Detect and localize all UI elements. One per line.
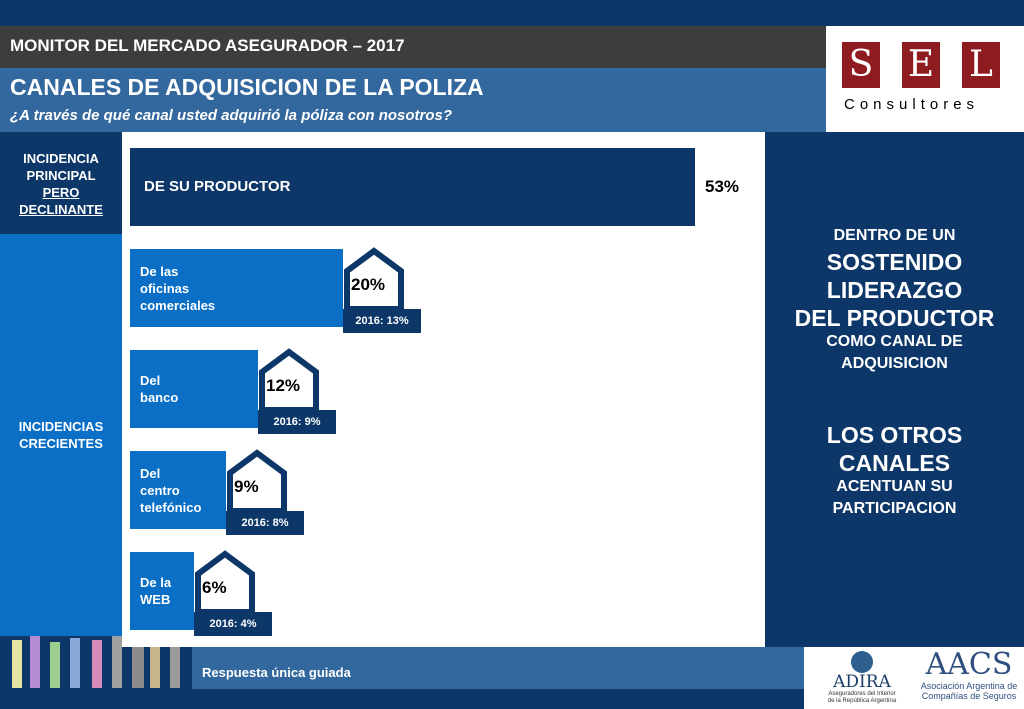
aacs-logo: AACS Asociación Argentina de Compañías d… [916,647,1022,702]
adira-subtitle-1: Aseguradores del Interior [828,691,896,697]
chart-bar [130,552,194,630]
conclusion1-line5: COMO CANAL DE [826,333,963,350]
bar-category-label: De las oficinas comerciales [140,264,216,313]
section-title: CANALES DE ADQUISICION DE LA POLIZA [10,74,484,100]
principal-label-line2: PRINCIPAL [26,168,96,183]
bar-value-label: 9% [234,477,259,496]
adira-logo: ADIRA Aseguradores del Interior de la Re… [818,651,906,705]
section-header: CANALES DE ADQUISICION DE LA POLIZA ¿A t… [0,68,826,132]
previous-year-label: 2016: 13% [343,309,421,333]
figure-decoration [70,638,80,688]
figure-decoration [50,642,60,688]
principal-incidence-panel: INCIDENCIA PRINCIPAL PERO DECLINANTE [0,132,122,234]
figure-decoration [132,640,144,688]
conclusion1-line2: SOSTENIDO [826,249,963,275]
footer-note: Respuesta única guiada [202,665,351,680]
bar-value-label: 12% [266,376,301,395]
growing-incidence-panel: INCIDENCIAS CRECIENTES [0,234,122,636]
bar-value-label: 6% [202,578,227,597]
growing-label-line2: CRECIENTES [19,436,103,451]
adira-name: ADIRA [833,672,891,692]
growing-label-line1: INCIDENCIAS [18,419,104,434]
bar-value-label: 20% [351,275,386,294]
logo-letter-e: E [902,42,940,88]
conclusion2-line1: LOS OTROS [826,422,963,448]
conclusion1-line4: DEL PRODUCTOR [794,305,995,331]
survey-question: ¿A través de qué canal usted adquirió la… [10,107,453,124]
footer-note-bar: Respuesta única guiada [192,647,804,689]
figure-decoration [112,636,122,688]
figure-decoration [150,638,160,688]
monitor-title: MONITOR DEL MERCADO ASEGURADOR – 2017 [10,36,405,55]
partner-logos: ADIRA Aseguradores del Interior de la Re… [804,647,1024,709]
bar-category-label: DE SU PRODUCTOR [144,178,291,195]
conclusion1-line3: LIDERAZGO [826,277,963,303]
figure-decoration [30,636,40,688]
principal-label-line1: INCIDENCIA [23,151,99,166]
chart-bar [130,350,258,428]
conclusion2-line4: PARTICIPACION [832,500,957,517]
conclusion2-line3: ACENTUAN SU [836,478,953,495]
chart-bar [130,451,226,529]
sel-consultores-logo: S E L Consultores [826,26,1024,132]
conclusion1-line1: DENTRO DE UN [833,227,956,244]
bar-value-label: 53% [705,177,740,196]
aacs-subtitle-1: Asociación Argentina de [920,681,1018,691]
bar-category-label: De la WEB [140,575,172,607]
bar-category-label: Del banco [140,373,179,405]
chart-bar [130,148,695,226]
logo-subtitle: Consultores [844,96,980,113]
figure-decoration [92,640,102,688]
principal-label-line4: DECLINANTE [19,202,103,217]
aacs-subtitle-2: Compañías de Seguros [921,691,1017,701]
logo-letter-s: S [842,42,880,88]
adira-subtitle-2: de la República Argentina [827,698,897,704]
conclusions-panel: DENTRO DE UN SOSTENIDO LIDERAZGO DEL PRO… [765,132,1024,647]
aacs-name: AACS [925,647,1013,682]
conclusion1-line6: ADQUISICION [841,355,948,372]
logo-letter-l: L [962,42,1000,88]
chart-bar [130,249,343,327]
figure-decoration [12,640,22,688]
bar-category-label: Del centro telefónico [140,466,202,515]
figure-decoration [170,640,180,688]
previous-year-label: 2016: 8% [226,511,304,535]
chart-area: DE SU PRODUCTOR 53% De las oficinas comerc… [122,132,765,647]
previous-year-label: 2016: 9% [258,410,336,434]
monitor-title-bar: MONITOR DEL MERCADO ASEGURADOR – 2017 [0,26,826,68]
principal-label-line3: PERO [42,185,80,200]
top-strip [0,0,1024,26]
conclusion2-line2: CANALES [838,450,951,476]
previous-year-label: 2016: 4% [194,612,272,636]
adira-emblem-icon [851,651,873,673]
